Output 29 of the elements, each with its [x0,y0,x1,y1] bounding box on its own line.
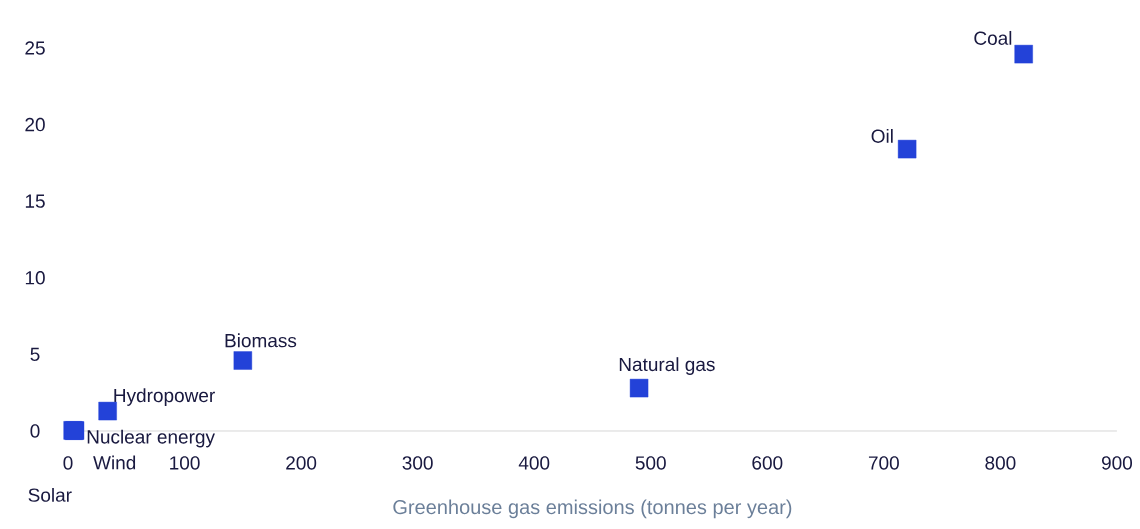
y-tick-label: 25 [25,41,45,55]
series-label: Natural gas [619,357,715,375]
y-tick-label: 5 [30,347,40,362]
x-tick-label: 900 [1101,456,1133,470]
y-tick-label: 0 [30,424,40,438]
series-label: Wind [93,455,136,470]
x-tick-label: 800 [985,456,1016,470]
series-label: Biomass [225,333,297,348]
x-tick-label: 600 [752,456,783,470]
x-tick-label: 700 [868,456,899,470]
point [233,351,253,370]
x-tick-label: 500 [635,456,666,470]
x-tick-label: 0 [63,456,73,470]
y-tick-label: 20 [25,117,45,132]
x-tick-label: 300 [402,456,433,470]
x-tick-label: 100 [170,456,200,470]
point [629,378,649,398]
point [897,139,917,159]
x-tick-label: 200 [286,456,317,470]
x-axis-title: Greenhouse gas emissions (tonnes per year) [393,499,792,519]
y-tick-label: 10 [25,271,45,285]
series-label: Coal [974,30,1012,45]
series-label: Hydropower [114,388,215,406]
y-tick-label: 15 [25,194,45,208]
series-label: Oil [871,128,893,143]
x-tick-label: 400 [518,456,550,470]
point [1014,44,1033,64]
text: Solar [28,487,72,502]
series-label: Nuclear energy [87,429,215,448]
